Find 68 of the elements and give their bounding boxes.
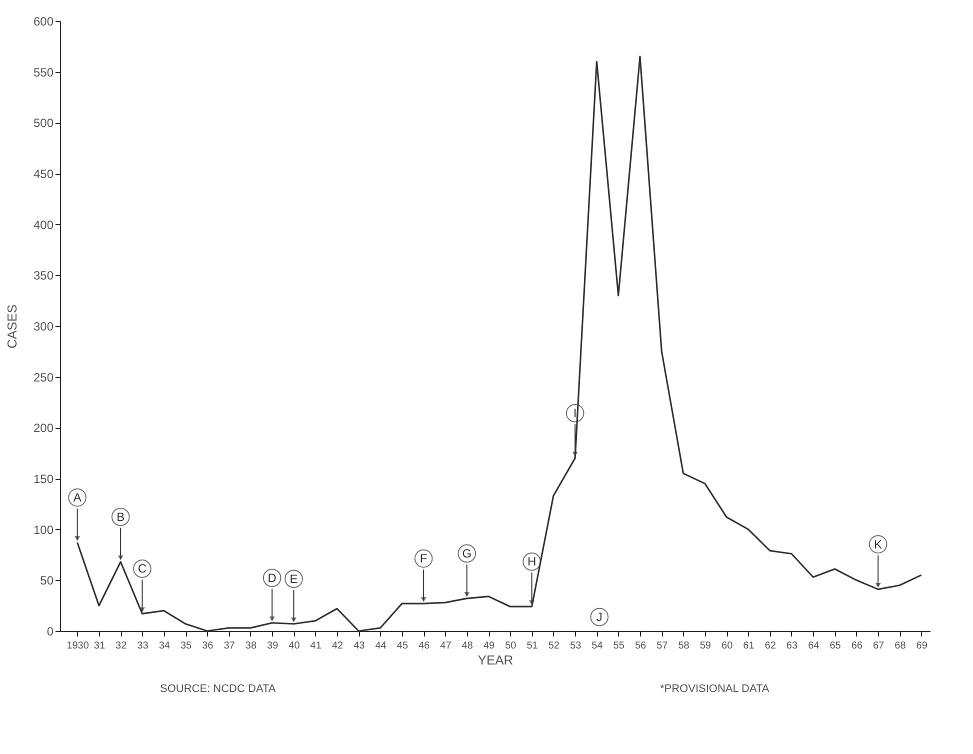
y-axis-title: CASES: [4, 304, 20, 349]
y-tick-label: 300: [33, 320, 54, 334]
x-tick-label: 1930: [66, 640, 90, 652]
source-note: SOURCE: NCDC DATA: [160, 683, 276, 695]
annotation: D: [268, 570, 277, 585]
y-tick-label: 250: [33, 370, 54, 384]
y-tick-label: 50: [40, 574, 54, 588]
x-tick-label: 64: [808, 640, 820, 652]
x-tick-label: 59: [700, 640, 712, 652]
y-tick-label: 350: [33, 268, 54, 283]
x-tick-label: 54: [592, 640, 604, 652]
x-tick-label: 55: [613, 640, 625, 652]
x-tick-label: 67: [872, 640, 885, 652]
x-tick-label: 32: [116, 640, 128, 652]
y-tick-label: 200: [33, 421, 54, 436]
x-tick-label: 40: [288, 640, 300, 652]
x-tick-label: 68: [894, 640, 906, 652]
y-tick-label: 100: [33, 522, 54, 537]
x-tick-label: 34: [158, 640, 170, 652]
annotation: J: [596, 610, 602, 624]
x-tick-label: 39: [267, 640, 279, 652]
x-tick-label: 65: [830, 640, 842, 652]
x-tick-label: 42: [332, 640, 344, 652]
x-tick-label: 37: [224, 640, 236, 652]
y-tick-label: 550: [33, 65, 54, 80]
x-tick-label: 66: [851, 640, 863, 652]
annotation: K: [874, 537, 882, 552]
y-tick-label: 500: [33, 116, 54, 130]
y-tick-label: 450: [33, 167, 54, 181]
y-tick-label: 400: [33, 218, 54, 232]
x-axis-title: YEAR: [478, 652, 514, 668]
x-tick-label: 36: [202, 640, 214, 652]
x-tick-label: 41: [310, 640, 322, 652]
x-tick-label: 52: [548, 640, 560, 652]
text: *PROVISIONAL DATA: [660, 683, 770, 695]
x-tick-label: 58: [678, 640, 690, 652]
x-tick-label: 46: [418, 640, 430, 652]
y-tick-label: 600: [33, 14, 54, 28]
annotation: F: [420, 552, 428, 566]
x-tick-label: 50: [505, 640, 517, 652]
x-tick-label: 63: [786, 640, 798, 652]
x-tick-label: 35: [180, 640, 192, 652]
annotation: H: [527, 554, 536, 569]
x-tick-label: 49: [483, 640, 496, 652]
x-tick-label: 47: [440, 640, 452, 652]
annotation: E: [290, 572, 298, 586]
x-tick-label: 45: [396, 640, 408, 652]
x-tick-label: 38: [245, 640, 257, 652]
x-tick-label: 60: [722, 640, 734, 652]
x-tick-label: 61: [743, 640, 755, 652]
annotation: B: [116, 510, 125, 524]
x-tick-label: 53: [570, 640, 582, 652]
x-tick-label: 43: [354, 640, 366, 652]
annotation: G: [462, 546, 472, 560]
x-tick-label: 33: [137, 640, 149, 652]
y-tick-label: 0: [46, 624, 54, 638]
annotation: A: [73, 490, 82, 505]
x-tick-label: 51: [526, 640, 538, 652]
x-tick-label: 56: [634, 640, 646, 652]
x-tick-label: 69: [916, 640, 928, 652]
annotation: C: [138, 562, 147, 576]
x-tick-label: 44: [375, 640, 387, 652]
x-tick-label: 62: [764, 640, 776, 652]
annotation: I: [573, 406, 577, 420]
x-tick-label: 31: [94, 640, 106, 652]
x-tick-label: 57: [656, 640, 668, 652]
y-tick-label: 150: [33, 472, 54, 486]
x-tick-label: 48: [462, 640, 474, 652]
